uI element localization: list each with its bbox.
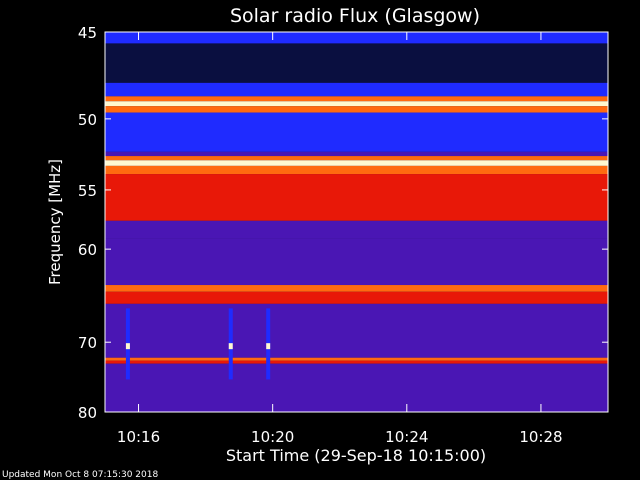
y-axis: 45 50 55 60 70 80	[78, 24, 608, 422]
frequency-band	[105, 82, 608, 97]
frequency-band	[105, 101, 608, 107]
frequency-band	[105, 96, 608, 102]
x-tick-label: 10:20	[251, 428, 294, 446]
y-tick-label: 50	[78, 111, 97, 129]
frequency-band	[105, 238, 608, 286]
frequency-band	[105, 363, 608, 412]
y-tick-label: 60	[78, 241, 97, 259]
frequency-band	[105, 151, 608, 157]
y-tick-label: 55	[78, 182, 97, 200]
frequency-band	[105, 303, 608, 358]
x-tick-label: 10:28	[519, 428, 562, 446]
frequency-band	[105, 160, 608, 166]
x-axis: 10:16 10:20 10:24 10:28	[117, 32, 563, 446]
frequency-band	[105, 106, 608, 113]
frequency-band	[105, 165, 608, 175]
frequency-band	[105, 32, 608, 44]
radio-burst-peak	[228, 343, 233, 350]
plot-area	[104, 31, 609, 413]
frequency-band	[105, 360, 608, 364]
frequency-bands	[105, 32, 608, 412]
frequency-band	[105, 357, 608, 361]
chart-title: Solar radio Flux (Glasgow)	[230, 5, 480, 27]
frequency-band	[105, 220, 608, 239]
radio-burst-peak	[266, 343, 271, 350]
y-tick-label: 45	[78, 24, 97, 42]
spectrogram-figure: Solar radio Flux (Glasgow) 455055607080 …	[46, 5, 609, 465]
x-tick-label: 10:24	[385, 428, 428, 446]
update-timestamp: Updated Mon Oct 8 07:15:30 2018	[2, 470, 159, 480]
frequency-band	[105, 291, 608, 304]
frequency-band	[105, 285, 608, 292]
frequency-band	[105, 112, 608, 152]
plot-frame	[104, 31, 609, 413]
frequency-band	[105, 156, 608, 161]
y-axis-label: Frequency [MHz]	[46, 159, 64, 285]
x-axis-label: Start Time (29-Sep-18 10:15:00)	[226, 446, 486, 465]
y-tick-label: 70	[78, 334, 97, 352]
frequency-band	[105, 43, 608, 83]
frequency-band	[105, 174, 608, 221]
radio-burst-peak	[125, 343, 130, 350]
x-tick-label: 10:16	[117, 428, 160, 446]
y-tick-label: 80	[78, 404, 97, 422]
radio-bursts	[125, 308, 271, 380]
